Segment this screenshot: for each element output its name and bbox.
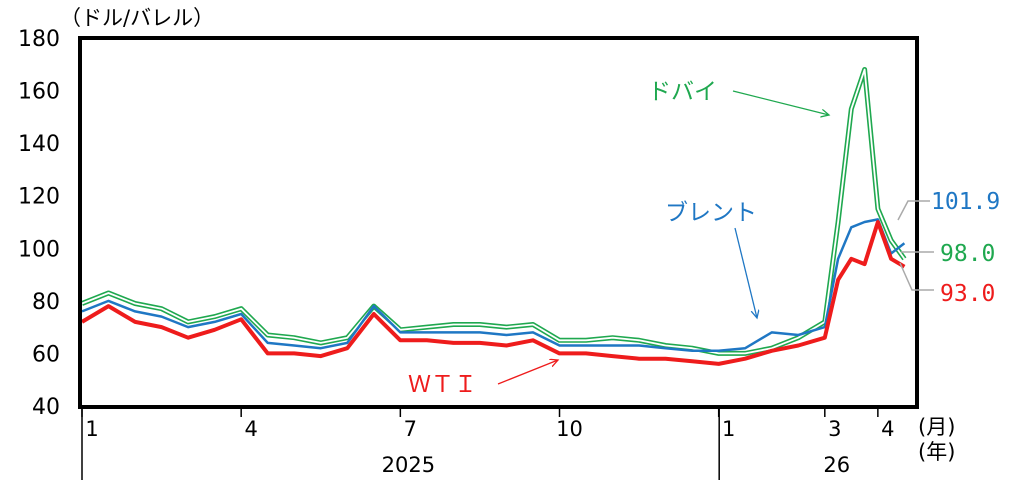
- x-tick-label: 1: [85, 417, 98, 441]
- end-value-dubai: 98.0: [940, 241, 995, 267]
- series-lines: [80, 67, 907, 366]
- year-unit-label: (年): [918, 440, 955, 464]
- y-tick-label: 160: [18, 80, 60, 105]
- series-line-brent: [81, 218, 906, 353]
- arrow-brent: [734, 227, 757, 318]
- y-tick-label: 80: [32, 290, 60, 315]
- x-tick-label: 4: [244, 417, 257, 441]
- y-tick-label: 100: [18, 237, 60, 262]
- series-label-dubai: ドバイ: [648, 79, 717, 105]
- end-value-brent: 101.9: [931, 189, 1000, 215]
- arrow-wti: [497, 360, 558, 385]
- y-axis: 40 60 80 100 120 140 160 180: [18, 27, 60, 420]
- x-tick-label: 7: [404, 417, 417, 441]
- series-label-wti: ＷＴＩ: [408, 372, 477, 398]
- series-line-dubai: [81, 67, 907, 356]
- x-tick-label: 3: [828, 417, 841, 441]
- y-axis-label: （ドル/バレル）: [60, 6, 214, 30]
- year-label: 2025: [382, 453, 435, 477]
- x-tick-label: 4: [881, 417, 894, 441]
- series-label-brent: ブレント: [665, 200, 757, 226]
- plot-frame: [78, 36, 919, 409]
- end-value-wti: 93.0: [940, 281, 995, 307]
- leader-brent: [897, 200, 930, 221]
- month-unit-label: (月): [918, 415, 955, 439]
- x-tick-label: 10: [556, 417, 583, 441]
- year-label: 26: [823, 453, 850, 477]
- y-tick-label: 40: [32, 395, 60, 420]
- y-tick-label: 180: [18, 27, 60, 52]
- leader-wti: [899, 262, 934, 291]
- series-line-dubai-inner: [81, 68, 906, 355]
- y-tick-label: 140: [18, 132, 60, 157]
- arrow-dubai: [732, 90, 829, 115]
- x-tick-label: 1: [722, 417, 735, 441]
- series-line-wti: [80, 220, 906, 366]
- y-tick-label: 120: [18, 185, 60, 210]
- y-tick-label: 60: [32, 342, 60, 367]
